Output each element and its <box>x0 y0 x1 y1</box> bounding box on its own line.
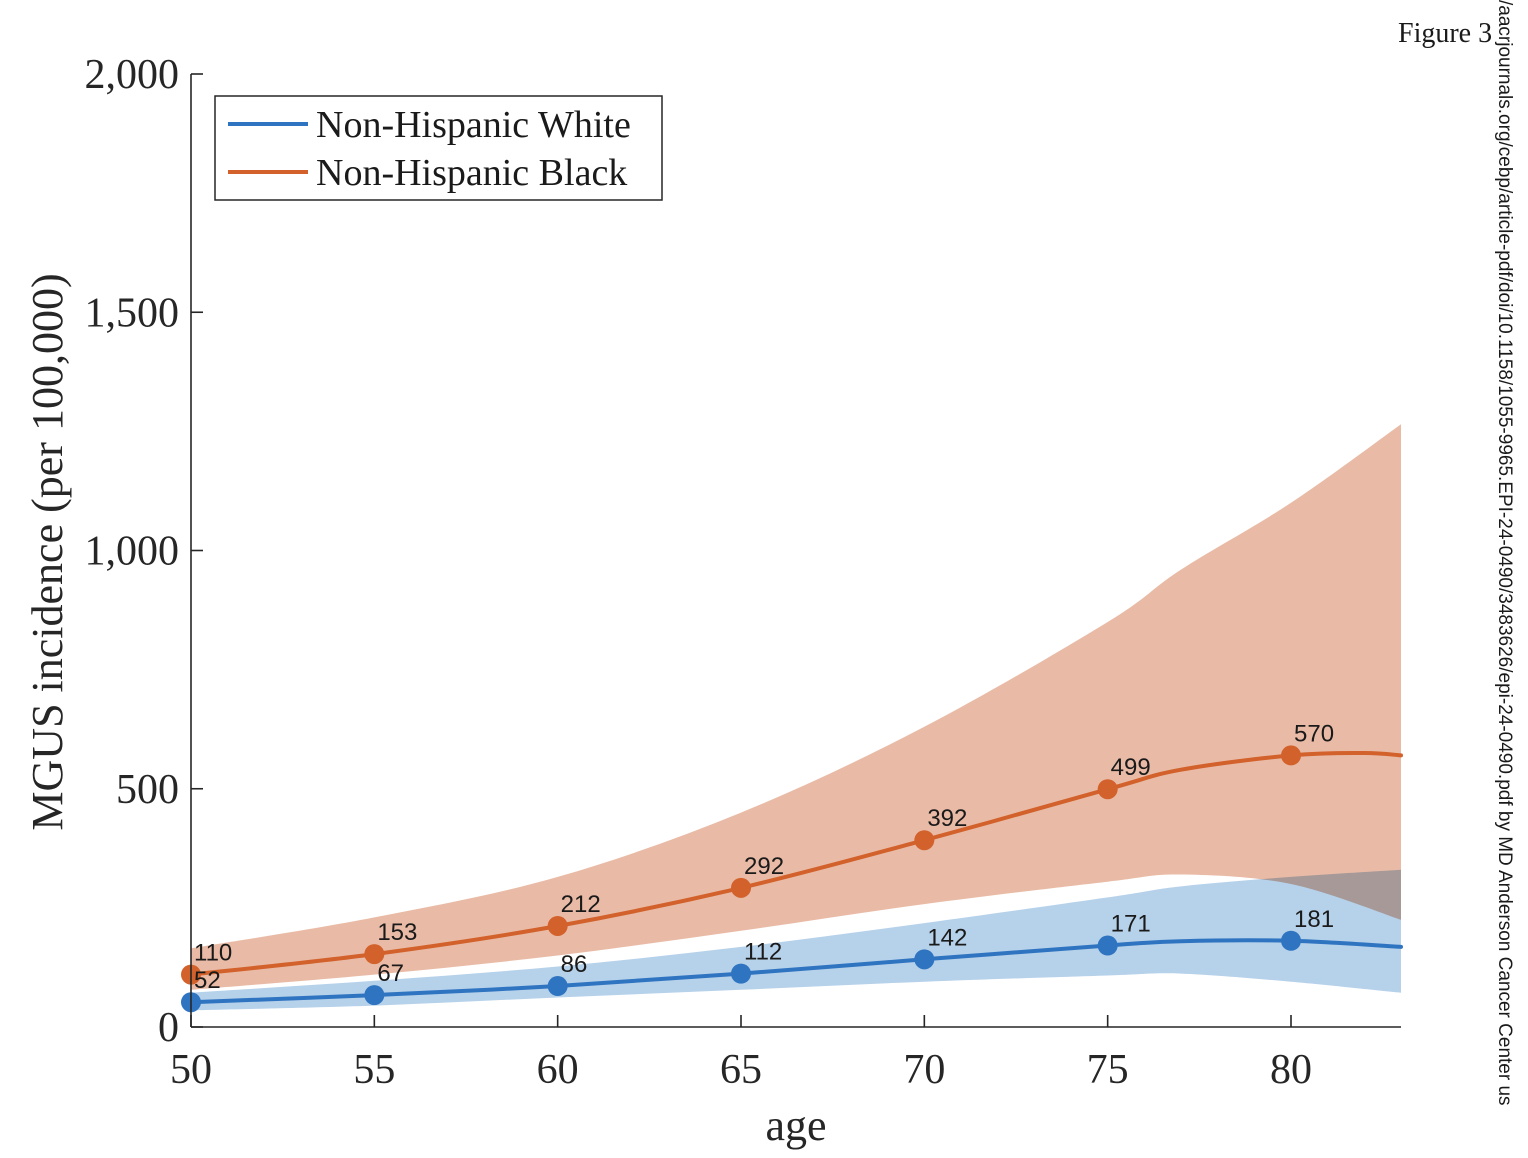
data-point-non-hispanic-white-65 <box>731 963 751 984</box>
data-label-non-hispanic-white-70: 142 <box>927 924 967 951</box>
data-label-non-hispanic-black-55: 153 <box>377 919 417 946</box>
ci-band-non-hispanic-white <box>191 869 1401 1011</box>
download-watermark: /aacrjournals.org/cebp/article-pdf/doi/1… <box>1494 0 1515 1106</box>
data-label-non-hispanic-white-60: 86 <box>561 951 588 978</box>
data-value-labels: 52 67 86 112 142 171 181 110 153 212 292 392 499 570 <box>194 720 1334 994</box>
data-point-non-hispanic-black-75 <box>1097 779 1118 800</box>
data-point-non-hispanic-black-80 <box>1281 745 1301 766</box>
y-axis-title: MGUS incidence (per 100,000) <box>23 273 72 830</box>
data-point-non-hispanic-black-55 <box>364 944 385 965</box>
data-point-non-hispanic-white-60 <box>547 976 568 997</box>
data-point-non-hispanic-white-55 <box>364 985 385 1006</box>
series-line-non-hispanic-white <box>189 938 1403 1005</box>
legend-label-white: Non-Hispanic White <box>316 104 631 146</box>
data-label-non-hispanic-white-75: 171 <box>1111 911 1151 938</box>
data-label-non-hispanic-black-80: 570 <box>1294 720 1334 747</box>
x-tick-label-65: 65 <box>720 1047 762 1093</box>
data-label-non-hispanic-black-75: 499 <box>1111 754 1151 781</box>
data-point-non-hispanic-white-70 <box>914 949 935 970</box>
x-tick-label-60: 60 <box>537 1047 579 1093</box>
data-label-non-hispanic-white-50: 52 <box>194 967 221 994</box>
y-tick-label-2000: 2,000 <box>85 52 180 98</box>
data-label-non-hispanic-black-50: 110 <box>194 940 232 967</box>
data-label-non-hispanic-white-55: 67 <box>377 960 404 987</box>
confidence-bands <box>191 424 1401 1011</box>
figure-label: Figure 3 <box>1398 18 1492 49</box>
legend: Non-Hispanic White Non-Hispanic Black <box>214 95 663 201</box>
x-axis-title: age <box>765 1101 826 1150</box>
x-axis-ticks: 50 55 60 65 70 75 80 <box>170 1015 1312 1093</box>
y-tick-label-500: 500 <box>116 767 179 813</box>
data-label-non-hispanic-white-65: 112 <box>744 939 782 966</box>
y-axis-ticks: 0 500 1,000 1,500 2,000 <box>85 52 203 1051</box>
x-tick-label-80: 80 <box>1270 1047 1312 1093</box>
data-label-non-hispanic-white-80: 181 <box>1294 906 1334 933</box>
x-tick-label-75: 75 <box>1087 1047 1129 1093</box>
x-tick-label-55: 55 <box>353 1047 395 1093</box>
data-label-non-hispanic-black-65: 292 <box>744 853 784 880</box>
data-point-non-hispanic-black-60 <box>547 915 568 936</box>
legend-box <box>214 95 663 201</box>
y-tick-label-0: 0 <box>158 1005 179 1051</box>
data-point-non-hispanic-black-70 <box>914 830 935 851</box>
data-point-non-hispanic-white-75 <box>1097 935 1118 956</box>
data-label-non-hispanic-black-60: 212 <box>561 891 601 918</box>
ci-band-non-hispanic-black <box>191 424 1401 990</box>
legend-label-black: Non-Hispanic Black <box>316 152 627 194</box>
y-tick-label-1500: 1,500 <box>85 290 180 336</box>
data-point-non-hispanic-black-65 <box>731 877 751 898</box>
data-point-non-hispanic-white-80 <box>1281 930 1301 951</box>
x-tick-label-50: 50 <box>170 1047 212 1093</box>
series-markers <box>181 745 1301 1013</box>
y-tick-label-1000: 1,000 <box>85 529 180 575</box>
x-tick-label-70: 70 <box>903 1047 945 1093</box>
data-label-non-hispanic-black-70: 392 <box>927 805 967 832</box>
